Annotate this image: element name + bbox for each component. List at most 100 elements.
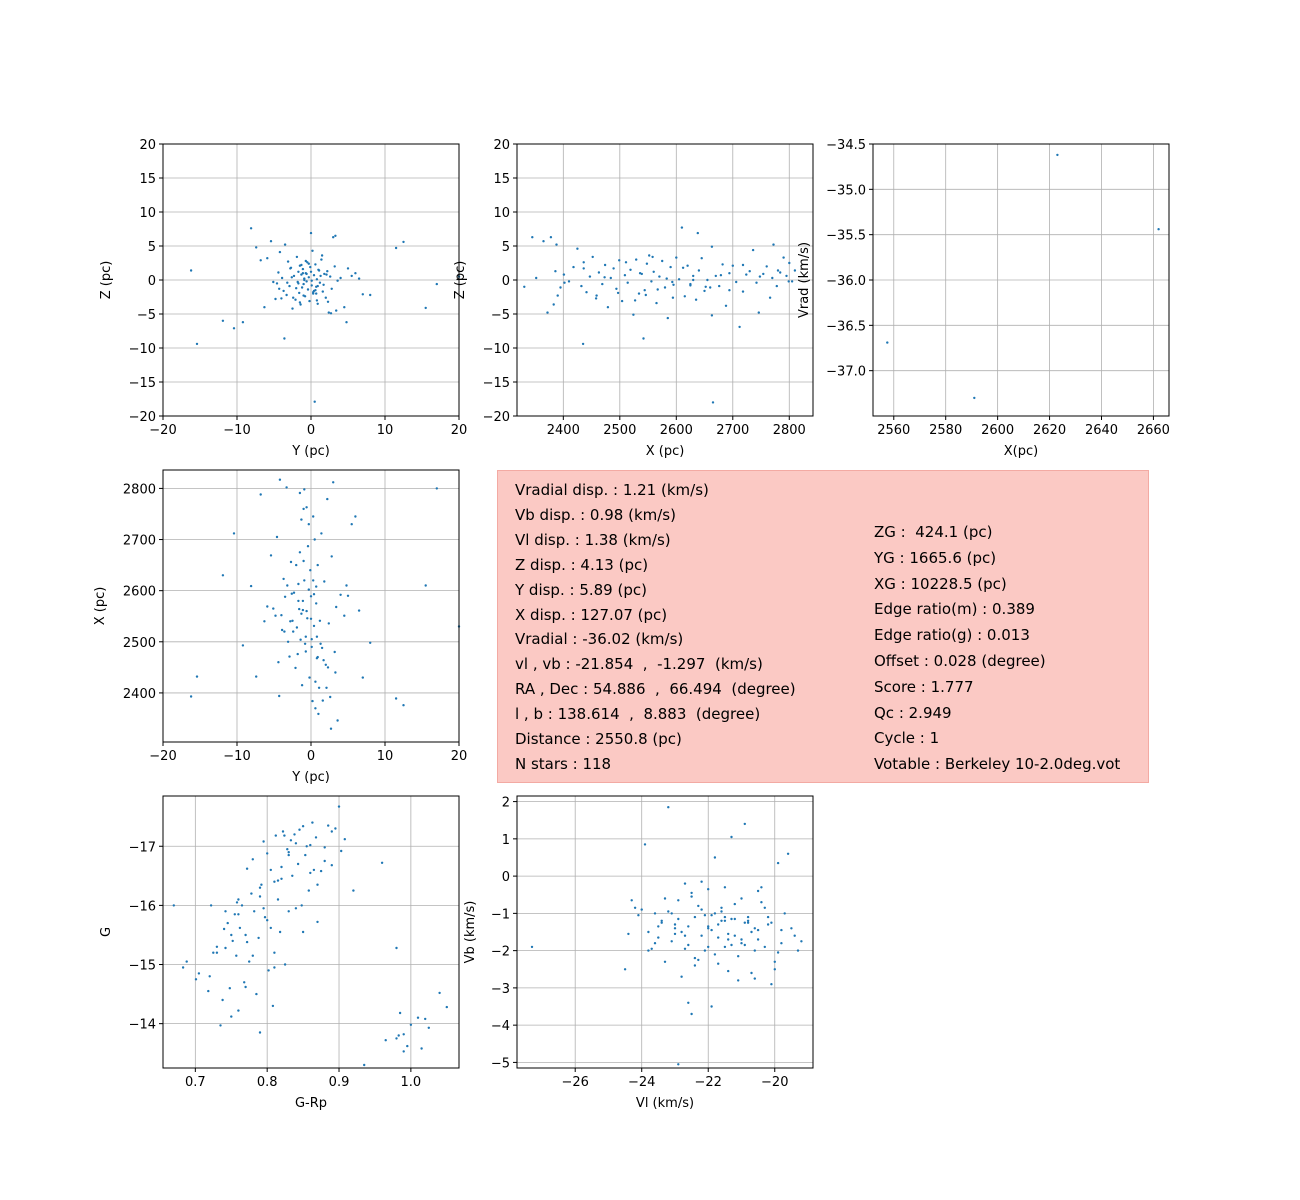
data-point (758, 275, 762, 278)
y-tick-label: 2500 (123, 636, 156, 651)
data-point (675, 256, 678, 259)
data-point (281, 830, 285, 833)
data-point (302, 559, 305, 563)
x-axis-label: Vl (km/s) (636, 1096, 694, 1111)
data-point (269, 554, 273, 557)
data-point (738, 325, 741, 329)
data-point (670, 940, 673, 943)
data-point (298, 491, 302, 495)
data-point (549, 236, 553, 239)
data-point (325, 273, 328, 276)
data-point (723, 886, 727, 889)
data-point (317, 686, 321, 689)
info-right-line: Edge ratio(g) : 0.013 (874, 626, 1030, 645)
data-point (303, 278, 306, 282)
data-point (310, 279, 313, 282)
data-point (251, 858, 254, 861)
data-point (295, 626, 299, 629)
data-point (741, 290, 745, 293)
data-point (643, 289, 646, 292)
data-point (300, 612, 303, 615)
data-point (275, 535, 279, 539)
data-point (312, 624, 316, 628)
data-point (287, 910, 290, 913)
data-point (278, 478, 282, 481)
data-point (339, 593, 342, 596)
data-point (249, 227, 253, 230)
info-left-line: X disp. : 127.07 (pc) (515, 605, 668, 624)
data-point (263, 620, 266, 623)
data-point (361, 293, 364, 296)
data-point (790, 280, 794, 283)
data-point (697, 269, 701, 272)
x-tick-label: 2400 (547, 423, 580, 438)
data-point (185, 960, 188, 963)
data-point (263, 306, 266, 309)
data-point (334, 234, 337, 237)
x-tick-label: 2600 (981, 423, 1014, 438)
data-point (647, 949, 650, 952)
y-tick-label: 20 (493, 138, 510, 153)
data-point (697, 904, 700, 908)
y-tick-label: −20 (483, 410, 510, 425)
data-point (776, 951, 780, 954)
data-point (316, 920, 319, 924)
data-point (294, 842, 298, 845)
data-point (402, 240, 405, 244)
y-tick-label: −5 (491, 1056, 510, 1071)
data-point (237, 898, 240, 901)
data-point (231, 939, 234, 943)
data-point (788, 261, 791, 265)
data-point (244, 985, 247, 989)
data-point (289, 620, 292, 623)
data-point (314, 836, 318, 839)
y-tick-label: −20 (129, 410, 156, 425)
y-tick-label: −37.0 (826, 365, 866, 380)
data-point (249, 584, 253, 588)
data-point (780, 942, 783, 945)
data-point (765, 265, 768, 268)
data-point (189, 695, 193, 698)
data-point (290, 276, 293, 279)
data-point (298, 551, 302, 554)
data-point (290, 592, 293, 595)
data-point (283, 834, 286, 837)
data-point (720, 906, 723, 909)
data-point (306, 545, 310, 548)
y-tick-label: 5 (502, 240, 510, 255)
data-point (1056, 153, 1059, 157)
data-point (245, 867, 249, 870)
info-left-line: Vb disp. : 0.98 (km/s) (515, 505, 676, 524)
y-axis-label: Vrad (km/s) (797, 242, 812, 318)
y-tick-label: −34.5 (826, 138, 866, 153)
data-point (402, 1033, 405, 1036)
data-point (321, 699, 324, 702)
y-tick-label: −4 (491, 1019, 510, 1034)
data-point (757, 311, 760, 314)
data-point (241, 321, 245, 324)
data-point (315, 299, 319, 302)
data-point (272, 280, 275, 284)
x-tick-label: 0 (307, 423, 315, 438)
data-point (680, 226, 684, 229)
data-point (753, 949, 756, 952)
data-point (224, 910, 227, 913)
x-axis-label: Y (pc) (291, 770, 330, 785)
data-point (438, 991, 441, 995)
data-point (224, 946, 227, 950)
data-point (313, 538, 316, 541)
data-point (445, 1005, 448, 1009)
data-point (692, 278, 695, 282)
data-point (215, 951, 219, 954)
data-point (241, 644, 245, 647)
x-tick-label: 20 (451, 749, 468, 764)
data-point (286, 281, 289, 284)
data-point (714, 274, 717, 278)
data-point (287, 853, 290, 857)
data-point (181, 966, 185, 969)
data-point (237, 913, 240, 916)
data-point (311, 249, 314, 252)
info-right-line: Cycle : 1 (874, 729, 940, 748)
data-point (296, 652, 299, 656)
data-point (673, 923, 677, 926)
